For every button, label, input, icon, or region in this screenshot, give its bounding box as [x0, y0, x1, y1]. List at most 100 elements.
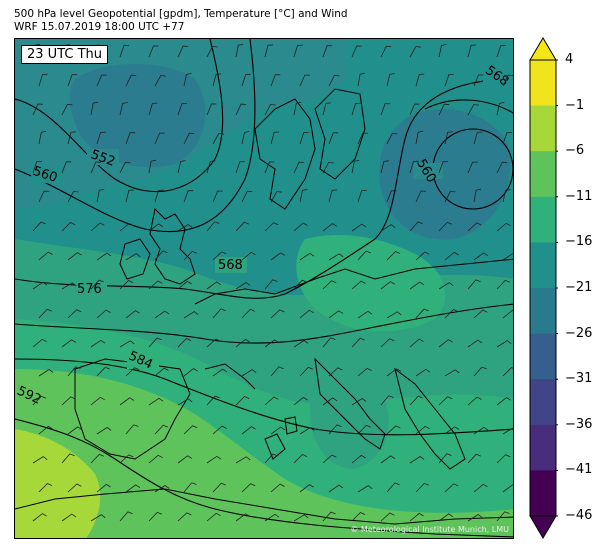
wind-barb [409, 395, 423, 406]
wind-barb [177, 280, 192, 290]
wind-barb [351, 398, 367, 406]
wind-barb [357, 132, 368, 145]
wind-barb [351, 454, 366, 464]
wind-barb [444, 426, 460, 435]
wind-barb [38, 131, 47, 145]
wind-barb [467, 453, 481, 464]
wind-barb [415, 308, 429, 319]
wind-barb [32, 338, 47, 348]
wind-barb [119, 511, 133, 522]
hot-region-southwest [15, 429, 101, 538]
wind-barb [357, 310, 373, 319]
wind-barb [322, 454, 337, 464]
wind-barb [473, 426, 489, 435]
wind-barb [241, 308, 256, 319]
wind-barb [380, 455, 396, 464]
wind-barb [351, 280, 366, 290]
wind-barb [438, 396, 453, 406]
wind-barb [473, 74, 484, 87]
wind-barb [119, 340, 135, 348]
wind-barb [61, 453, 75, 464]
wind-barb [438, 453, 452, 464]
wind-barb [32, 160, 42, 174]
wind-barb [502, 74, 513, 87]
wind-barb [438, 103, 450, 116]
wind-barb [467, 44, 477, 58]
weather-map: 552 560 568 568 576 584 592 560 [15, 39, 513, 538]
colorbar-segment [530, 196, 556, 243]
wind-barb [90, 339, 106, 348]
copyright-notice: © Meteorological Institute Munich, LMU [350, 525, 509, 534]
wind-barb [264, 222, 279, 232]
wind-barb [467, 339, 483, 348]
wind-barb [119, 222, 134, 232]
wind-barb [119, 45, 129, 58]
wind-barb [351, 337, 365, 348]
wind-barb [502, 189, 511, 203]
model-run-subtitle: WRF 15.07.2019 18:00 UTC +77 [14, 21, 185, 33]
wind-barb [177, 398, 193, 406]
wind-barb [177, 455, 193, 464]
wind-barb [212, 308, 226, 319]
wind-barb [119, 102, 128, 116]
wind-barb [270, 366, 284, 377]
wind-barb [415, 130, 424, 145]
wind-barb [299, 484, 314, 493]
wind-barb [206, 103, 217, 116]
wind-barb [467, 396, 482, 406]
wind-barb [415, 482, 430, 493]
contour-label-560: 560 [31, 164, 59, 186]
wind-barb [125, 132, 136, 145]
wind-barb [177, 103, 187, 116]
wind-barb [264, 513, 280, 522]
wind-barb [299, 74, 310, 87]
wind-barb [183, 425, 198, 435]
contour-568 [15, 78, 513, 299]
wind-barb [61, 513, 77, 522]
wind-barb [473, 188, 482, 203]
wind-barb [125, 189, 134, 203]
wind-barb [467, 514, 483, 522]
colorbar-segment [530, 288, 556, 335]
wind-barb [386, 425, 401, 435]
colorbar-tick-label: −1 [565, 97, 585, 113]
wind-barb [299, 189, 308, 203]
wind-barb [125, 74, 137, 87]
wind-barb [264, 44, 273, 58]
wind-barb [148, 397, 164, 406]
colorbar-tick-label: −41 [565, 462, 593, 478]
contour-584 [15, 358, 513, 436]
contour-label-576: 576 [77, 282, 102, 297]
wind-barb [270, 74, 281, 87]
wind-barb [415, 425, 430, 435]
warm-region-mediterranean [15, 369, 513, 538]
wind-barb [241, 131, 250, 145]
wind-barb [67, 252, 82, 261]
wind-barb [496, 279, 511, 290]
wind-barb [386, 132, 398, 145]
wind-barb [154, 75, 166, 87]
colorbar-segment [530, 470, 556, 517]
wind-barb [32, 221, 46, 232]
wind-barb [264, 453, 278, 464]
wind-barb [502, 132, 512, 145]
wind-barb [473, 483, 488, 493]
wind-barb [386, 190, 397, 203]
colorbar-tick-label: −6 [565, 143, 585, 159]
coastline-ireland [119, 238, 151, 280]
wind-barb [380, 281, 395, 290]
colorbar-segments [529, 37, 558, 539]
colorbar-max-extension [529, 37, 557, 61]
wind-barb [322, 280, 337, 290]
wind-barb [96, 131, 106, 145]
wind-barb [206, 221, 220, 232]
wind-barb [351, 102, 361, 116]
wind-barb [496, 44, 506, 58]
wind-barb [67, 366, 81, 377]
wind-barb [206, 160, 216, 174]
geopotential-contours [15, 39, 513, 538]
wind-barb [148, 223, 164, 232]
wind-barb [154, 424, 168, 435]
wind-barb [293, 222, 308, 232]
wind-barb [357, 424, 372, 435]
